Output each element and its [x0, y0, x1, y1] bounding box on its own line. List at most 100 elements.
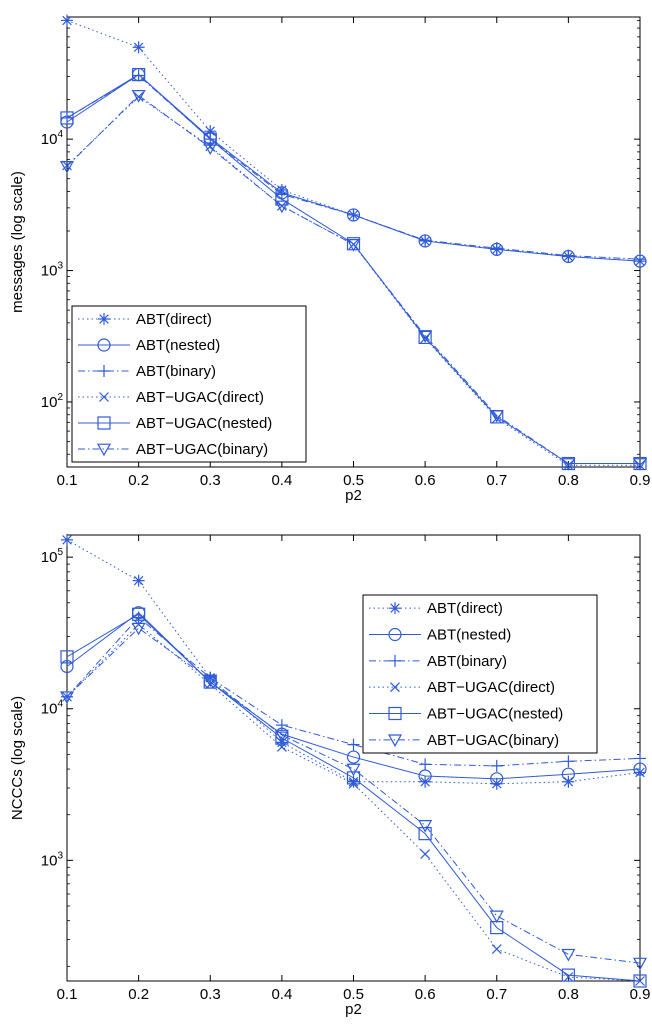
legend: ABT(direct) ABT(nested) ABT(binary) ABT−UGA… — [71, 305, 307, 463]
data-point — [59, 691, 75, 704]
legend-entry-label: ABT−UGAC(binary) — [427, 732, 559, 749]
data-point — [61, 533, 73, 546]
data-point — [346, 763, 361, 777]
legend-swatch-marker — [99, 392, 109, 402]
data-point — [563, 460, 574, 471]
data-point — [491, 944, 502, 954]
legend-box — [71, 305, 307, 463]
legend-entry-label: ABT(direct) — [136, 311, 212, 328]
x-tick-label: 0.5 — [343, 986, 364, 1003]
data-point — [274, 200, 289, 214]
y-tick-label-base: 10 — [41, 701, 58, 718]
y-tick-label-exponent: 4 — [57, 699, 63, 710]
legend-entry-label: ABT(binary) — [427, 653, 507, 670]
data-point — [635, 460, 645, 471]
legend-entry-label: ABT(nested) — [136, 337, 220, 354]
data-point — [275, 192, 289, 206]
x-tick-label: 0.7 — [486, 472, 507, 489]
legend-swatch-marker — [389, 602, 401, 615]
y-axis-label: messages (log scale) — [9, 171, 26, 313]
y-minor-ticks — [67, 20, 640, 455]
x-tick-label: 0.1 — [57, 472, 78, 489]
series-line — [66, 94, 640, 465]
legend-swatch-marker — [390, 682, 400, 693]
data-point — [132, 41, 145, 54]
y-tick-label-base: 10 — [41, 852, 58, 869]
x-tick-label: 0.1 — [57, 986, 78, 1003]
series-line — [66, 539, 641, 785]
data-point — [275, 736, 288, 749]
x-tick-label: 0.9 — [630, 986, 651, 1003]
x-tick-label: 0.6 — [415, 986, 436, 1003]
x-tick-label: 0.3 — [200, 472, 221, 489]
data-point — [132, 69, 145, 82]
y-tick-label-base: 10 — [41, 263, 58, 280]
data-point — [419, 758, 432, 771]
x-tick-label: 0.6 — [415, 472, 436, 489]
data-point — [347, 208, 360, 221]
legend-swatch-marker — [98, 365, 110, 377]
x-tick-label: 0.9 — [630, 472, 651, 489]
data-point — [418, 330, 432, 344]
y-tick-label: 104 — [41, 699, 64, 718]
series-line — [66, 612, 641, 780]
x-tick-label: 0.8 — [558, 986, 579, 1003]
series-line — [66, 19, 641, 262]
data-point — [489, 910, 504, 924]
legend-entry-label: ABT(binary) — [136, 363, 216, 380]
data-point — [203, 132, 217, 146]
legend-entry-label: ABT−UGAC(binary) — [136, 441, 268, 458]
legend-swatch-marker — [388, 627, 402, 642]
data-point — [561, 968, 575, 982]
data-point — [632, 458, 648, 471]
data-point — [203, 675, 217, 689]
y-axis-label: NCCCs (log scale) — [9, 696, 26, 820]
legend-swatch-marker — [387, 734, 403, 748]
data-point — [633, 974, 647, 988]
data-point — [634, 253, 646, 266]
y-tick-label: 102 — [41, 392, 64, 411]
data-point — [419, 234, 432, 247]
series-line — [66, 613, 641, 982]
data-point — [132, 574, 145, 587]
data-point — [131, 90, 146, 103]
data-point — [562, 755, 575, 768]
data-point — [418, 820, 433, 833]
y-tick-label-exponent: 4 — [57, 129, 63, 140]
data-point — [203, 142, 218, 155]
y-tick-label: 105 — [41, 547, 64, 566]
series-triangle-down — [59, 90, 648, 471]
x-tick-label: 0.2 — [128, 986, 149, 1003]
legend-entry-label: ABT−UGAC(nested) — [427, 706, 563, 723]
x-tick-label: 0.7 — [486, 986, 507, 1003]
data-point — [133, 91, 144, 102]
data-point — [60, 111, 74, 125]
data-point — [203, 674, 218, 688]
data-point — [490, 777, 503, 790]
data-point — [275, 719, 288, 732]
data-point — [561, 948, 576, 962]
data-point — [420, 849, 431, 859]
y-tick-label: 103 — [41, 850, 64, 869]
legend-entry-label: ABT−UGAC(direct) — [136, 389, 264, 406]
data-point — [634, 766, 646, 779]
data-point — [346, 771, 361, 785]
data-point — [347, 775, 360, 788]
x-tick-label: 0.5 — [343, 472, 364, 489]
data-point — [59, 161, 75, 174]
y-tick-label: 104 — [41, 129, 64, 148]
legend-swatch-marker — [96, 443, 112, 457]
x-tick-label: 0.8 — [558, 472, 579, 489]
y-tick-label-exponent: 5 — [57, 547, 63, 558]
x-tick-label: 0.2 — [128, 472, 149, 489]
series-triangle-down — [59, 622, 648, 971]
data-point — [274, 729, 289, 743]
y-tick-label: 103 — [41, 261, 64, 280]
y-tick-label-exponent: 3 — [57, 850, 63, 861]
data-point — [132, 607, 146, 621]
x-tick-label: 0.4 — [271, 472, 292, 489]
data-point — [347, 738, 360, 751]
series-plus — [61, 611, 646, 772]
x-axis-label: p2 — [345, 1001, 362, 1018]
